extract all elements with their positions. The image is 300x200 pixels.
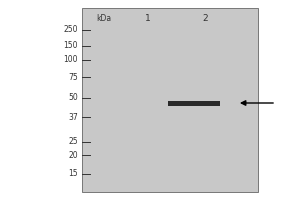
Text: 2: 2 (202, 14, 208, 23)
Text: 37: 37 (68, 112, 78, 121)
Text: 50: 50 (68, 94, 78, 102)
Text: 25: 25 (68, 138, 78, 146)
Text: 15: 15 (68, 170, 78, 178)
Text: 100: 100 (64, 55, 78, 64)
Text: 1: 1 (145, 14, 151, 23)
Text: 150: 150 (64, 42, 78, 50)
Bar (168, 100, 220, 106)
Text: kDa: kDa (96, 14, 111, 23)
Text: 75: 75 (68, 72, 78, 82)
Text: 20: 20 (68, 151, 78, 160)
Bar (82, 8, 258, 192)
Text: 250: 250 (64, 25, 78, 34)
